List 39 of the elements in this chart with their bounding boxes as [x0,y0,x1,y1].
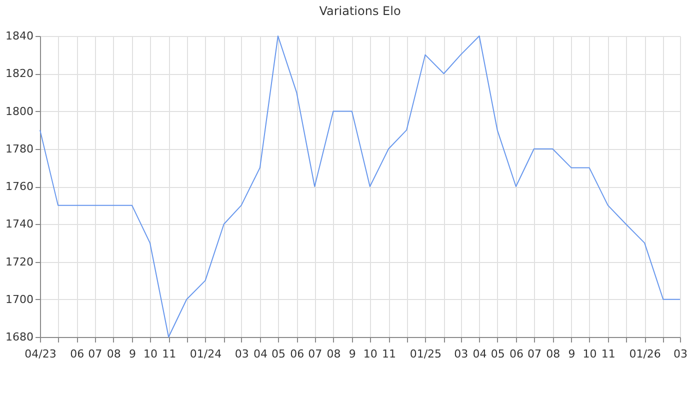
x-tick-label: 06 [509,348,524,360]
x-tick-label: 03 [454,348,468,360]
y-tick-label: 1800 [6,104,34,118]
y-tick-label: 1820 [6,67,34,80]
x-tick-label: 11 [601,348,616,360]
y-tick-label: 1700 [6,292,34,306]
chart-title: Variations Elo [319,4,401,18]
x-tick-label: 9 [128,348,136,360]
x-tick-label: 06 [290,348,304,360]
x-tick-label: 01/25 [410,348,442,360]
x-tick-label: 10 [582,348,597,360]
x-tick-label: 04 [253,348,268,360]
y-tick-label: 1740 [6,218,34,231]
y-tick-label: 1840 [6,30,34,42]
x-tick-label: 05 [490,348,505,360]
x-tick-label: 07 [308,348,322,360]
x-tick-label: 11 [162,348,176,360]
x-tick-label: 04/23 [24,348,56,360]
x-tick-label: 10 [143,348,158,360]
x-tick-label: 08 [106,348,121,360]
x-tick-label: 08 [546,348,560,360]
y-tick-label: 1780 [6,142,34,156]
x-tick-label: 01/24 [190,348,222,360]
x-tick-label: 04 [472,348,487,360]
x-tick-label: 05 [271,348,286,360]
x-tick-label: 11 [382,348,396,360]
x-tick-label: 9 [348,348,356,360]
y-tick-label: 1680 [6,330,34,344]
x-tick-label: 10 [363,348,378,360]
x-tick-label: 03 [234,348,249,360]
x-tick-label: 08 [326,348,341,360]
x-tick-label: 03 [674,348,688,360]
x-tick-label: 07 [88,348,102,360]
x-tick-label: 07 [527,348,542,360]
y-tick-label: 1760 [6,180,34,193]
y-tick-label: 1720 [6,255,34,268]
x-tick-label: 01/26 [629,348,661,360]
x-tick-label: 06 [70,348,84,360]
x-tick-label: 9 [568,348,576,360]
